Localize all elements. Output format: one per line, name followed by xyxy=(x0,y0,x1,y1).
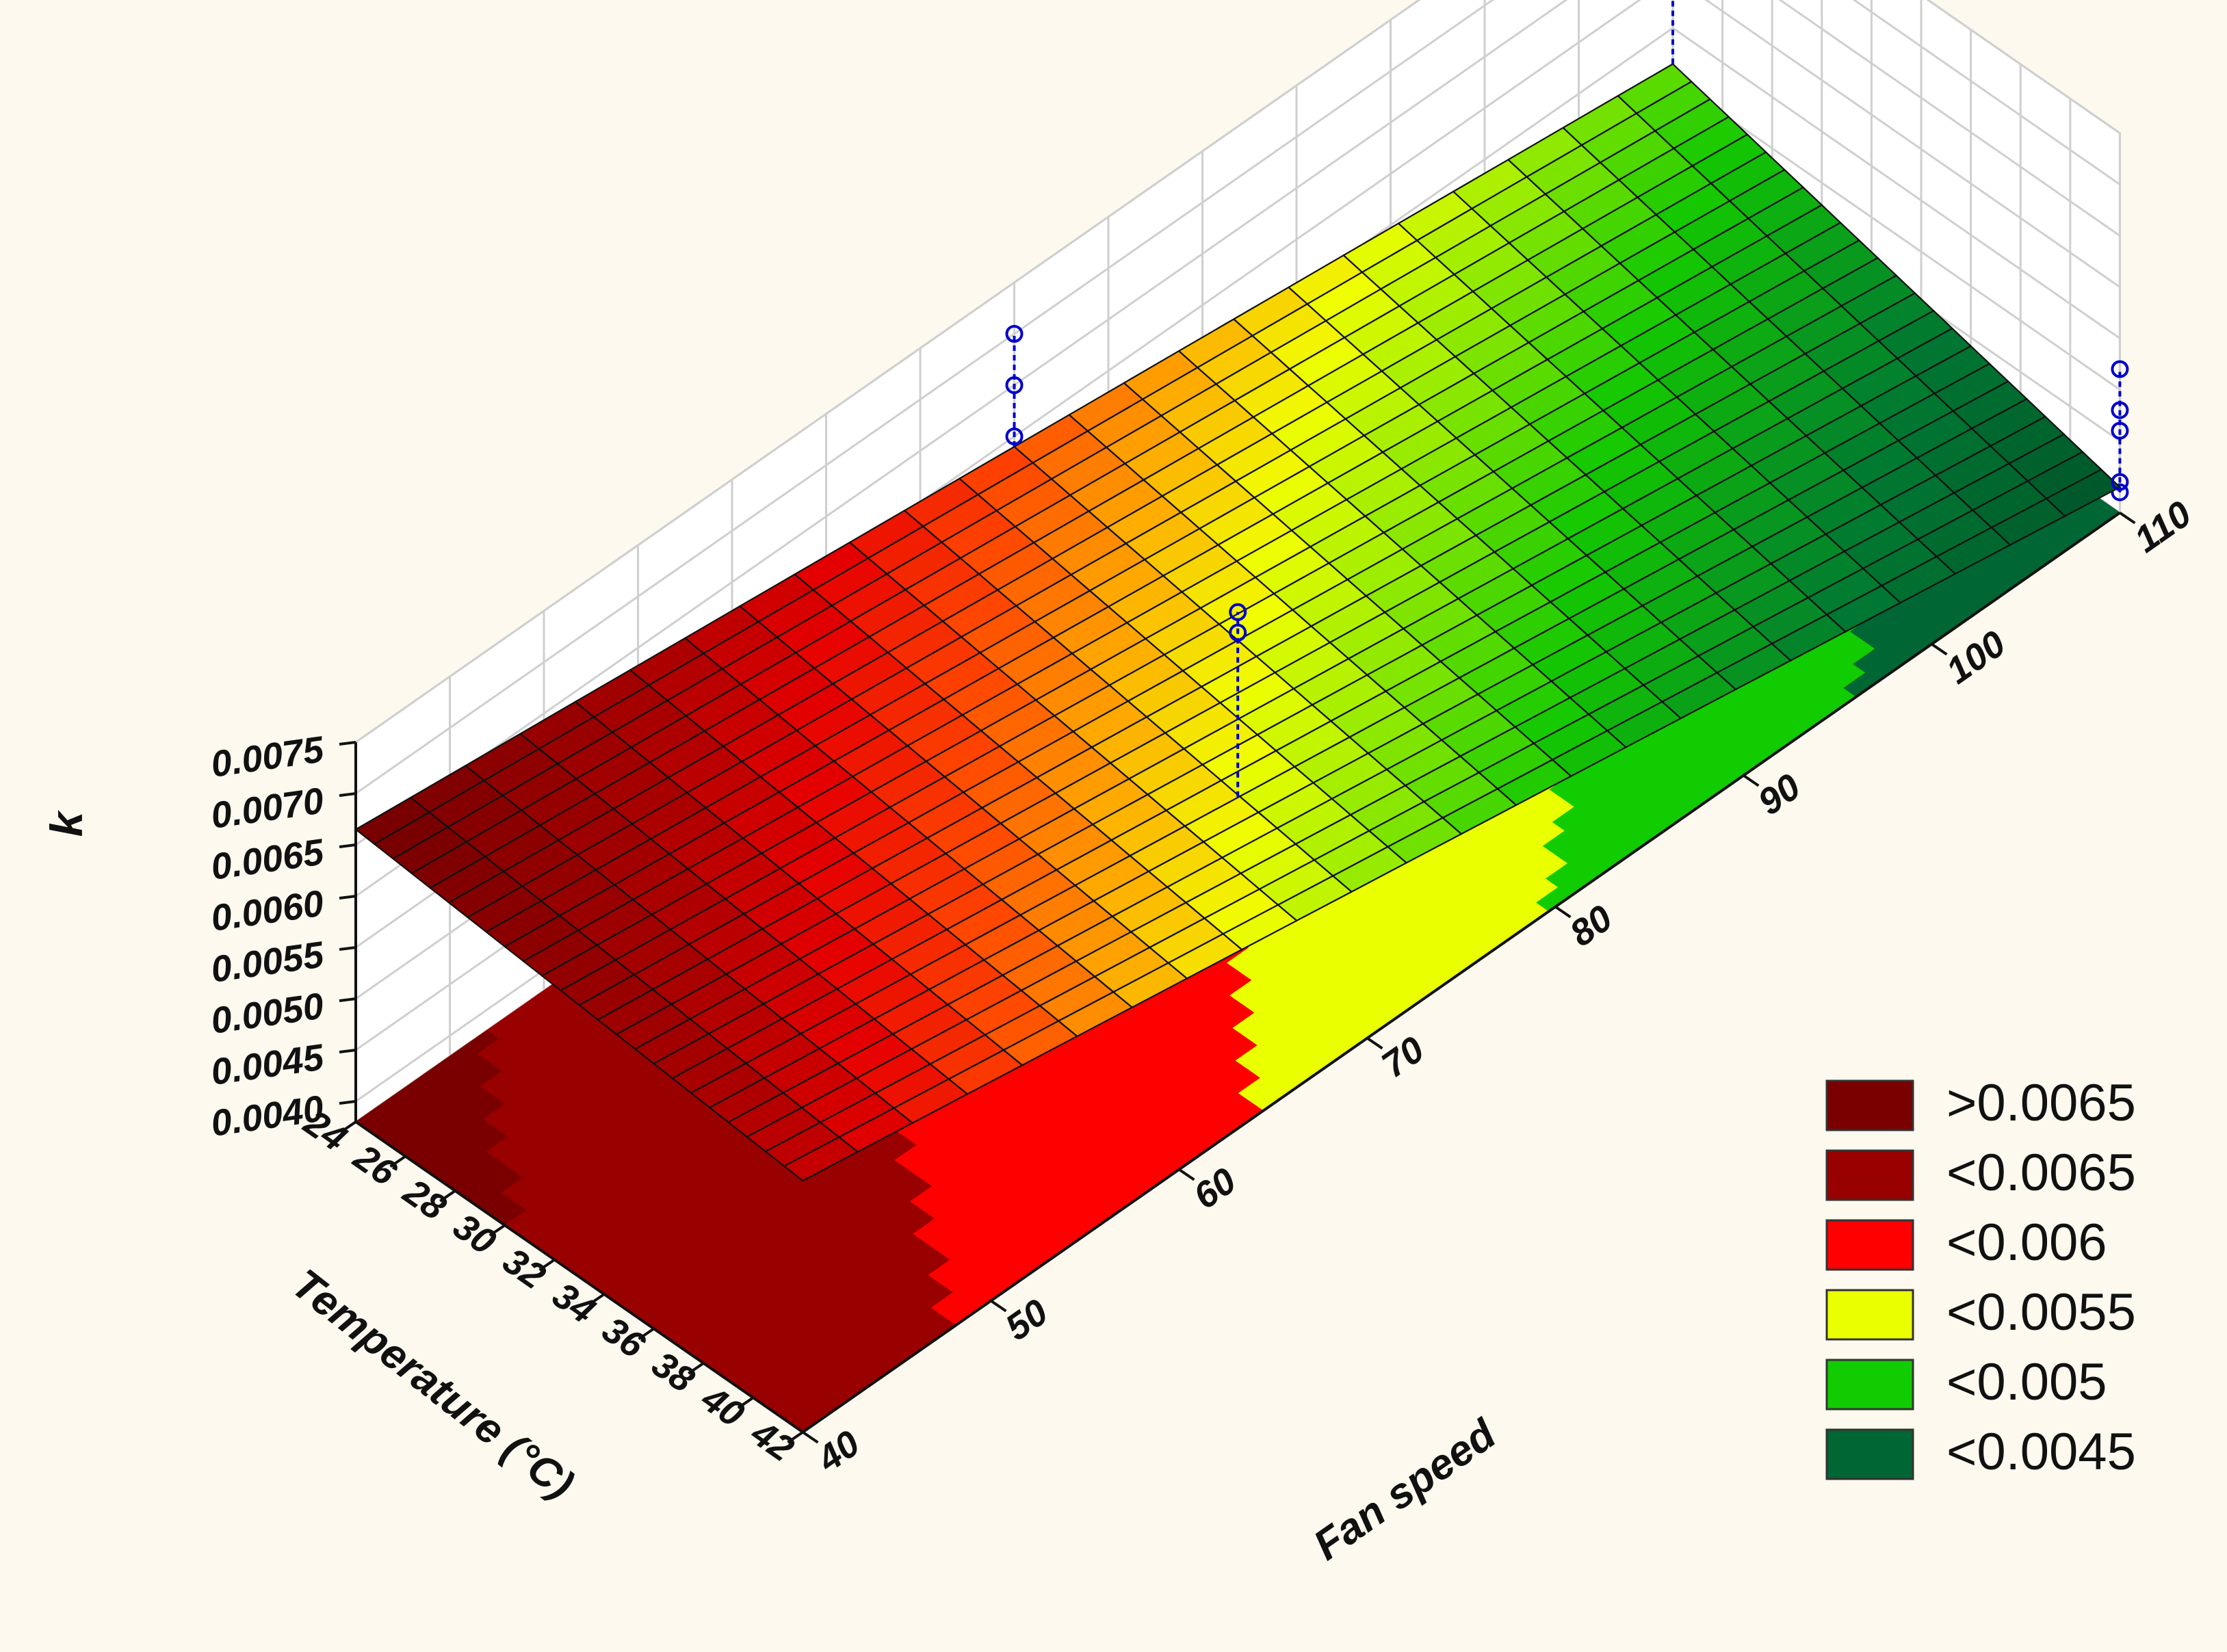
z-tick xyxy=(339,997,356,1002)
legend-label: <0.0045 xyxy=(1946,1423,2136,1481)
fan-tick xyxy=(1366,1036,1383,1050)
legend-label: <0.0055 xyxy=(1946,1283,2136,1341)
grid-line xyxy=(355,0,2121,846)
temperature-tick xyxy=(389,1155,406,1168)
fan-tick xyxy=(1554,905,1572,919)
z-tick-label: 0.0070 xyxy=(209,780,326,836)
legend-label: <0.005 xyxy=(1946,1353,2107,1411)
z-tick xyxy=(339,1049,356,1053)
fan-tick-label: 90 xyxy=(1751,766,1808,824)
observation-point xyxy=(1005,325,1024,343)
observation-point xyxy=(2111,421,2129,440)
z-tick-label: 0.0045 xyxy=(209,1036,327,1093)
observation-point xyxy=(2111,360,2129,378)
observation-point xyxy=(1005,376,1024,394)
temperature-tick xyxy=(737,1396,754,1409)
temperature-axis-title: Temperature (°C) xyxy=(283,1260,583,1508)
z-tick-label: 0.0055 xyxy=(209,934,327,991)
temperature-tick xyxy=(588,1293,605,1306)
fan-tick-label: 60 xyxy=(1186,1160,1244,1218)
legend-label: <0.0065 xyxy=(1946,1144,2136,1202)
z-tick-label: 0.0075 xyxy=(209,729,327,785)
temperature-tick xyxy=(638,1327,655,1341)
legend-swatch xyxy=(1825,1149,1914,1201)
temperature-tick xyxy=(489,1224,506,1237)
z-tick xyxy=(339,1100,356,1105)
legend-label: <0.006 xyxy=(1946,1214,2107,1272)
z-tick-label: 0.0065 xyxy=(209,831,327,888)
z-axis-title: k xyxy=(41,809,92,837)
observation-point xyxy=(2111,483,2129,501)
fan-tick xyxy=(1743,774,1760,787)
observation-point xyxy=(1229,603,1247,621)
legend-swatch xyxy=(1825,1079,1914,1131)
temperature-tick xyxy=(538,1258,556,1272)
observation-point xyxy=(2111,473,2129,491)
fan-tick xyxy=(1931,642,1948,656)
temperature-tick xyxy=(787,1430,804,1444)
fan-tick-label: 100 xyxy=(1939,623,2013,692)
z-tick xyxy=(339,741,356,746)
temperature-tick xyxy=(439,1190,456,1203)
fan-tick xyxy=(990,1299,1007,1313)
fan-tick-label: 80 xyxy=(1563,897,1620,955)
observation-point xyxy=(2111,401,2129,419)
fan-tick xyxy=(1178,1168,1195,1181)
fan-tick xyxy=(2119,511,2136,525)
grid-line xyxy=(355,0,2121,795)
observations-above-surface xyxy=(1005,0,2129,797)
legend-label: >0.0065 xyxy=(1946,1074,2136,1132)
legend-swatch xyxy=(1825,1289,1914,1341)
fan-axis-title: Fan speed xyxy=(1305,1410,1505,1569)
fitted-surface xyxy=(354,63,2121,1182)
z-tick xyxy=(339,792,356,797)
legend: >0.0065 <0.0065 <0.006 <0.0055 <0.005 <0.0045 xyxy=(1825,1074,2136,1481)
fan-tick-label: 50 xyxy=(998,1292,1056,1349)
temperature-tick xyxy=(688,1362,705,1375)
fan-tick-label: 40 xyxy=(809,1423,867,1480)
legend-swatch xyxy=(1825,1219,1914,1271)
grid-line xyxy=(355,0,2121,744)
z-tick-label: 0.0050 xyxy=(209,985,326,1041)
legend-swatch xyxy=(1825,1428,1914,1480)
fan-tick-label: 110 xyxy=(2127,493,2199,561)
z-tick xyxy=(339,895,356,900)
z-tick xyxy=(339,843,356,848)
observation-point xyxy=(1005,428,1024,445)
fan-axis-line xyxy=(802,511,2121,1434)
legend-swatch xyxy=(1825,1359,1914,1411)
fan-tick-label: 70 xyxy=(1375,1029,1432,1086)
z-tick-label: 0.0060 xyxy=(209,882,326,939)
temperature-axis-line xyxy=(354,1120,804,1434)
observation-point xyxy=(1229,623,1247,642)
fan-tick xyxy=(802,1430,819,1444)
temperature-tick xyxy=(339,1120,357,1133)
z-tick xyxy=(339,946,356,951)
